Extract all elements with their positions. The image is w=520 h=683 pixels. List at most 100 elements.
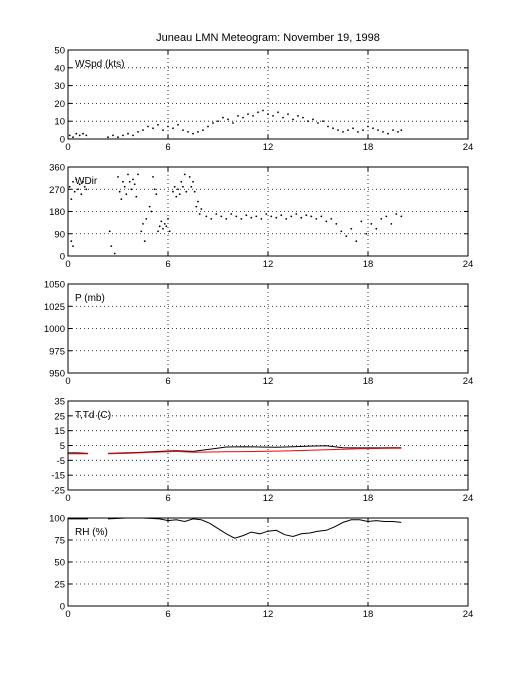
data-point bbox=[292, 118, 294, 121]
y-tick-label: 30 bbox=[54, 81, 65, 92]
data-point bbox=[72, 245, 74, 248]
data-point bbox=[307, 120, 309, 123]
x-tick-label: 6 bbox=[165, 259, 170, 270]
data-point bbox=[350, 227, 353, 230]
data-point bbox=[237, 115, 239, 117]
series-line-td bbox=[107, 447, 402, 455]
x-tick-label: 24 bbox=[463, 376, 474, 387]
data-point bbox=[78, 183, 81, 186]
data-point bbox=[172, 127, 174, 130]
data-point bbox=[245, 214, 248, 217]
data-point bbox=[210, 218, 213, 220]
x-tick-label: 0 bbox=[65, 493, 70, 504]
data-point bbox=[77, 188, 79, 191]
y-tick-label: 950 bbox=[49, 369, 65, 380]
x-tick-label: 18 bbox=[363, 609, 374, 620]
data-point bbox=[335, 223, 338, 225]
data-point bbox=[342, 131, 344, 133]
y-tick-label: 0 bbox=[60, 252, 65, 263]
data-point bbox=[367, 125, 369, 128]
data-point bbox=[183, 173, 186, 176]
y-tick-label: 25 bbox=[54, 411, 65, 422]
data-point bbox=[168, 230, 171, 233]
data-point bbox=[182, 185, 184, 188]
data-point bbox=[267, 113, 269, 115]
data-point bbox=[375, 227, 378, 230]
data-point bbox=[117, 176, 119, 178]
y-tick-label: -5 bbox=[57, 456, 65, 467]
data-point bbox=[152, 176, 154, 178]
data-point bbox=[362, 129, 364, 132]
data-point bbox=[357, 131, 359, 133]
data-point bbox=[150, 210, 153, 213]
data-point bbox=[165, 225, 168, 228]
panel-p: 0 6 12 18 24 950 975 1000 1025 1050 P (mb) bbox=[44, 280, 473, 388]
data-point bbox=[197, 131, 199, 133]
y-tick-label: 40 bbox=[54, 63, 65, 74]
data-point bbox=[85, 188, 88, 191]
y-tick-label: 975 bbox=[49, 346, 65, 357]
data-point bbox=[140, 230, 143, 233]
data-point bbox=[272, 115, 274, 117]
x-tick-label: 0 bbox=[65, 142, 70, 153]
data-point bbox=[163, 223, 166, 225]
data-point bbox=[137, 173, 139, 176]
data-point bbox=[330, 218, 333, 220]
data-point bbox=[275, 216, 278, 219]
data-point bbox=[352, 127, 354, 130]
data-point bbox=[317, 122, 319, 124]
data-point bbox=[377, 129, 379, 132]
data-point bbox=[327, 125, 329, 128]
data-point bbox=[207, 125, 209, 128]
x-tick-label: 24 bbox=[463, 259, 474, 270]
data-point bbox=[82, 180, 84, 183]
data-point bbox=[72, 136, 74, 139]
panel-label: RH (%) bbox=[75, 527, 108, 538]
data-point bbox=[225, 218, 228, 220]
x-tick-label: 18 bbox=[363, 493, 374, 504]
x-tick-label: 6 bbox=[165, 609, 170, 620]
y-tick-label: 0 bbox=[60, 602, 65, 613]
data-point bbox=[75, 178, 78, 181]
page-title: Juneau LMN Meteogram: November 19, 1998 bbox=[156, 32, 380, 44]
data-point bbox=[252, 115, 254, 117]
data-point bbox=[365, 232, 368, 235]
data-point bbox=[192, 132, 194, 135]
data-point bbox=[232, 122, 234, 124]
data-point bbox=[287, 113, 289, 115]
data-point bbox=[230, 213, 233, 215]
data-point bbox=[390, 223, 393, 225]
data-point bbox=[190, 185, 193, 188]
x-tick-label: 12 bbox=[263, 259, 274, 270]
data-point bbox=[242, 116, 244, 119]
panel-label: T,Td (C) bbox=[75, 410, 111, 421]
data-point bbox=[175, 195, 178, 198]
data-point bbox=[157, 230, 159, 233]
data-point bbox=[312, 118, 314, 121]
data-point bbox=[260, 218, 263, 220]
data-point bbox=[382, 131, 384, 133]
data-point bbox=[315, 218, 318, 220]
data-point bbox=[217, 120, 219, 123]
x-tick-label: 24 bbox=[463, 142, 474, 153]
y-tick-label: -25 bbox=[51, 486, 65, 497]
data-point bbox=[187, 131, 189, 133]
data-point bbox=[222, 116, 224, 119]
data-point bbox=[270, 215, 273, 218]
data-point bbox=[113, 252, 116, 255]
data-point bbox=[205, 215, 208, 218]
data-point bbox=[173, 185, 176, 188]
data-point bbox=[178, 193, 181, 196]
data-point bbox=[277, 111, 279, 114]
y-tick-label: 1000 bbox=[44, 324, 65, 335]
x-tick-label: 0 bbox=[65, 609, 70, 620]
data-point bbox=[78, 134, 81, 137]
data-point bbox=[135, 195, 138, 198]
panel-wdir: 0 6 12 18 24 0 90 180 270 360 WDir bbox=[49, 163, 473, 271]
data-point bbox=[345, 235, 348, 238]
data-point bbox=[320, 215, 323, 218]
data-point bbox=[160, 220, 163, 223]
x-tick-label: 6 bbox=[165, 376, 170, 387]
x-tick-label: 12 bbox=[263, 493, 274, 504]
